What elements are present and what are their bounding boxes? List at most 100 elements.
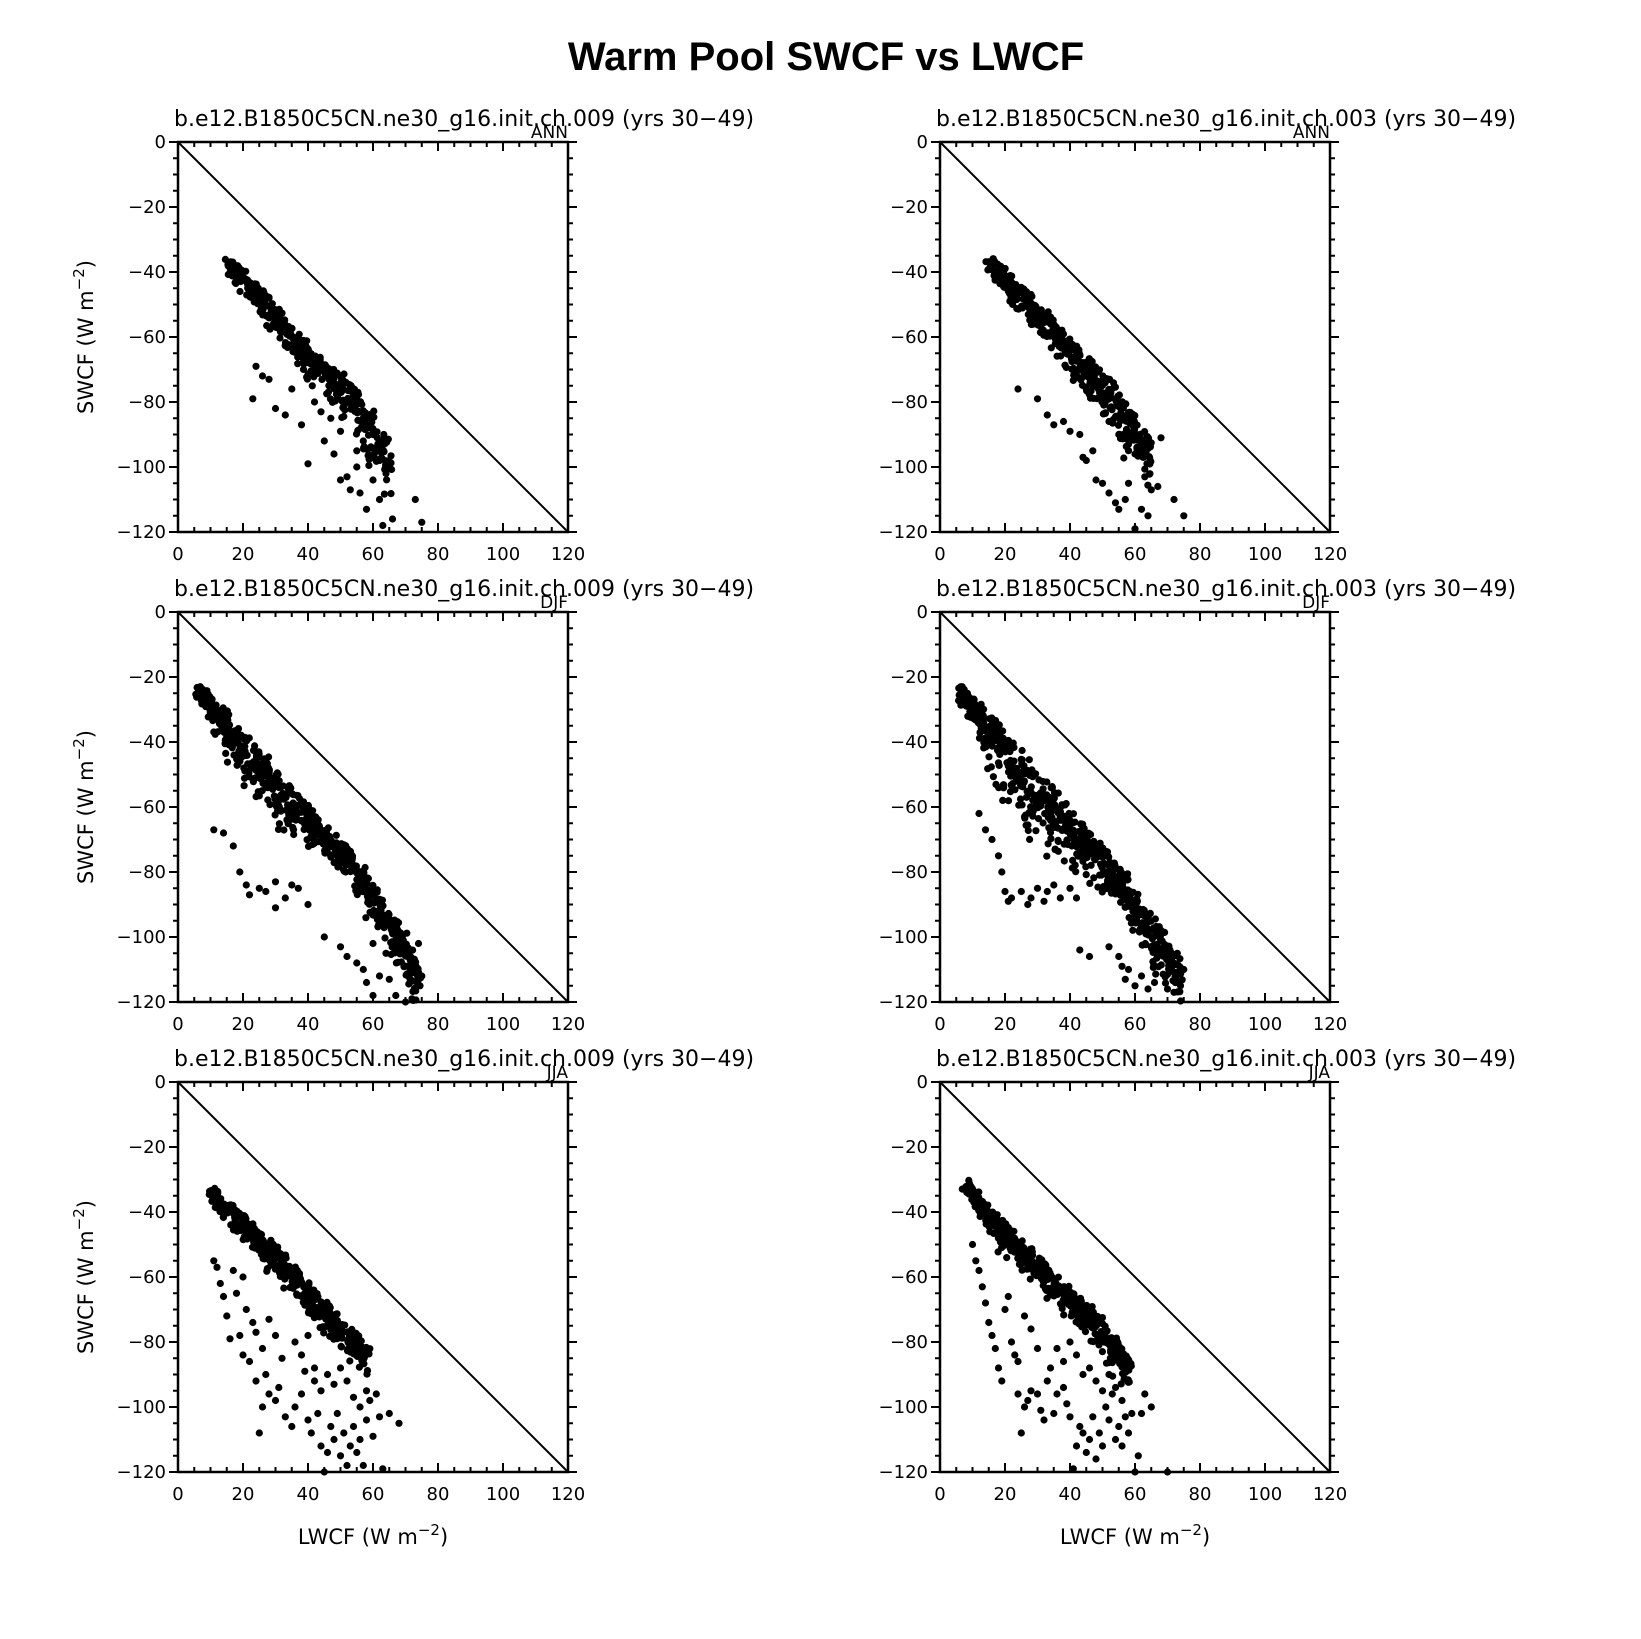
data-point bbox=[1106, 404, 1114, 412]
data-point bbox=[340, 370, 348, 378]
data-point bbox=[269, 1240, 277, 1249]
data-point bbox=[292, 813, 300, 821]
data-point bbox=[989, 773, 998, 781]
y-tick-label: −20 bbox=[128, 1137, 166, 1158]
data-point bbox=[1059, 417, 1068, 426]
data-point bbox=[1004, 274, 1012, 282]
data-point bbox=[996, 750, 1004, 759]
data-point bbox=[1115, 952, 1123, 961]
y-tick-label: −80 bbox=[128, 862, 166, 883]
data-point bbox=[362, 1416, 371, 1424]
y-tick-label: −100 bbox=[879, 1397, 928, 1418]
panel-season-label: DJF bbox=[540, 593, 568, 613]
data-point bbox=[340, 1429, 348, 1437]
data-point bbox=[307, 1292, 315, 1300]
data-point bbox=[198, 690, 206, 698]
data-point bbox=[1036, 322, 1044, 330]
y-tick-label: 0 bbox=[917, 1072, 928, 1093]
data-point bbox=[239, 1273, 247, 1281]
data-point bbox=[1075, 1315, 1083, 1323]
data-point bbox=[1176, 982, 1185, 990]
data-point bbox=[1134, 890, 1142, 898]
data-point bbox=[1164, 942, 1172, 950]
data-point bbox=[340, 855, 348, 863]
data-point bbox=[1058, 802, 1066, 810]
data-point bbox=[259, 1236, 267, 1244]
data-point bbox=[1141, 473, 1149, 481]
data-point bbox=[275, 1383, 283, 1392]
data-point bbox=[1124, 440, 1133, 448]
data-point bbox=[236, 1331, 244, 1340]
reference-line bbox=[939, 141, 1331, 533]
data-point bbox=[379, 446, 387, 454]
data-point bbox=[322, 1314, 330, 1322]
data-point bbox=[239, 1216, 248, 1224]
data-point bbox=[243, 1226, 251, 1234]
data-point bbox=[1077, 820, 1085, 828]
data-point bbox=[1033, 1344, 1042, 1353]
y-tick-label: −120 bbox=[117, 1462, 166, 1483]
data-point bbox=[1152, 922, 1160, 931]
y-tick-label: 0 bbox=[155, 132, 166, 153]
y-tick-label: −80 bbox=[128, 1332, 166, 1353]
data-point bbox=[1137, 1409, 1146, 1418]
data-point bbox=[980, 705, 988, 713]
data-point bbox=[362, 914, 370, 922]
data-point bbox=[278, 1354, 286, 1362]
data-point bbox=[293, 1290, 301, 1298]
data-point bbox=[958, 683, 966, 691]
data-point bbox=[1051, 845, 1059, 853]
data-point bbox=[1173, 949, 1181, 957]
data-point bbox=[241, 767, 249, 775]
data-point bbox=[1088, 1323, 1096, 1331]
data-point bbox=[1170, 495, 1178, 504]
reference-line bbox=[177, 611, 569, 1003]
y-tick-label: −80 bbox=[890, 1332, 928, 1353]
panel-title: b.e12.B1850C5CN.ne30_g16.init.ch.003 (yr… bbox=[936, 107, 1516, 132]
data-point bbox=[1180, 965, 1188, 974]
data-point bbox=[1022, 811, 1030, 819]
data-point bbox=[300, 819, 308, 827]
data-point bbox=[1086, 879, 1094, 888]
x-tick-label: 80 bbox=[427, 544, 450, 565]
data-point bbox=[1065, 809, 1073, 818]
data-point bbox=[308, 382, 316, 390]
data-point bbox=[359, 437, 367, 445]
data-point bbox=[967, 706, 975, 714]
x-tick-label: 40 bbox=[1059, 1014, 1082, 1035]
data-point bbox=[1086, 378, 1094, 387]
data-point bbox=[294, 884, 302, 892]
data-point bbox=[232, 738, 240, 746]
data-point bbox=[1057, 813, 1065, 821]
data-point bbox=[1001, 748, 1009, 756]
data-point bbox=[297, 1351, 306, 1359]
data-point bbox=[1024, 1260, 1032, 1268]
data-point bbox=[234, 725, 243, 733]
data-point bbox=[1124, 1429, 1133, 1437]
data-point bbox=[280, 826, 288, 834]
data-point bbox=[961, 696, 969, 704]
data-point bbox=[1125, 1358, 1133, 1366]
data-point bbox=[1011, 1351, 1019, 1359]
data-point bbox=[1050, 1409, 1058, 1418]
data-point bbox=[292, 340, 300, 348]
data-point bbox=[1098, 1348, 1106, 1356]
data-point bbox=[219, 1292, 228, 1301]
data-point bbox=[343, 1461, 351, 1470]
data-point bbox=[339, 404, 347, 412]
data-point bbox=[262, 887, 270, 896]
data-point bbox=[376, 902, 384, 910]
data-point bbox=[1056, 894, 1064, 902]
data-point bbox=[1144, 985, 1152, 993]
data-point bbox=[281, 316, 289, 324]
panel-season-label: JJA bbox=[1308, 1063, 1331, 1083]
data-point bbox=[353, 463, 361, 471]
data-point bbox=[968, 1190, 976, 1198]
data-point bbox=[318, 834, 326, 842]
data-point bbox=[1134, 1452, 1142, 1460]
y-axis-label: SWCF (W m−2) bbox=[70, 1200, 98, 1354]
data-point bbox=[1021, 286, 1029, 295]
y-tick-label: −60 bbox=[890, 1267, 928, 1288]
data-point bbox=[1059, 1383, 1068, 1392]
data-point bbox=[320, 437, 328, 445]
